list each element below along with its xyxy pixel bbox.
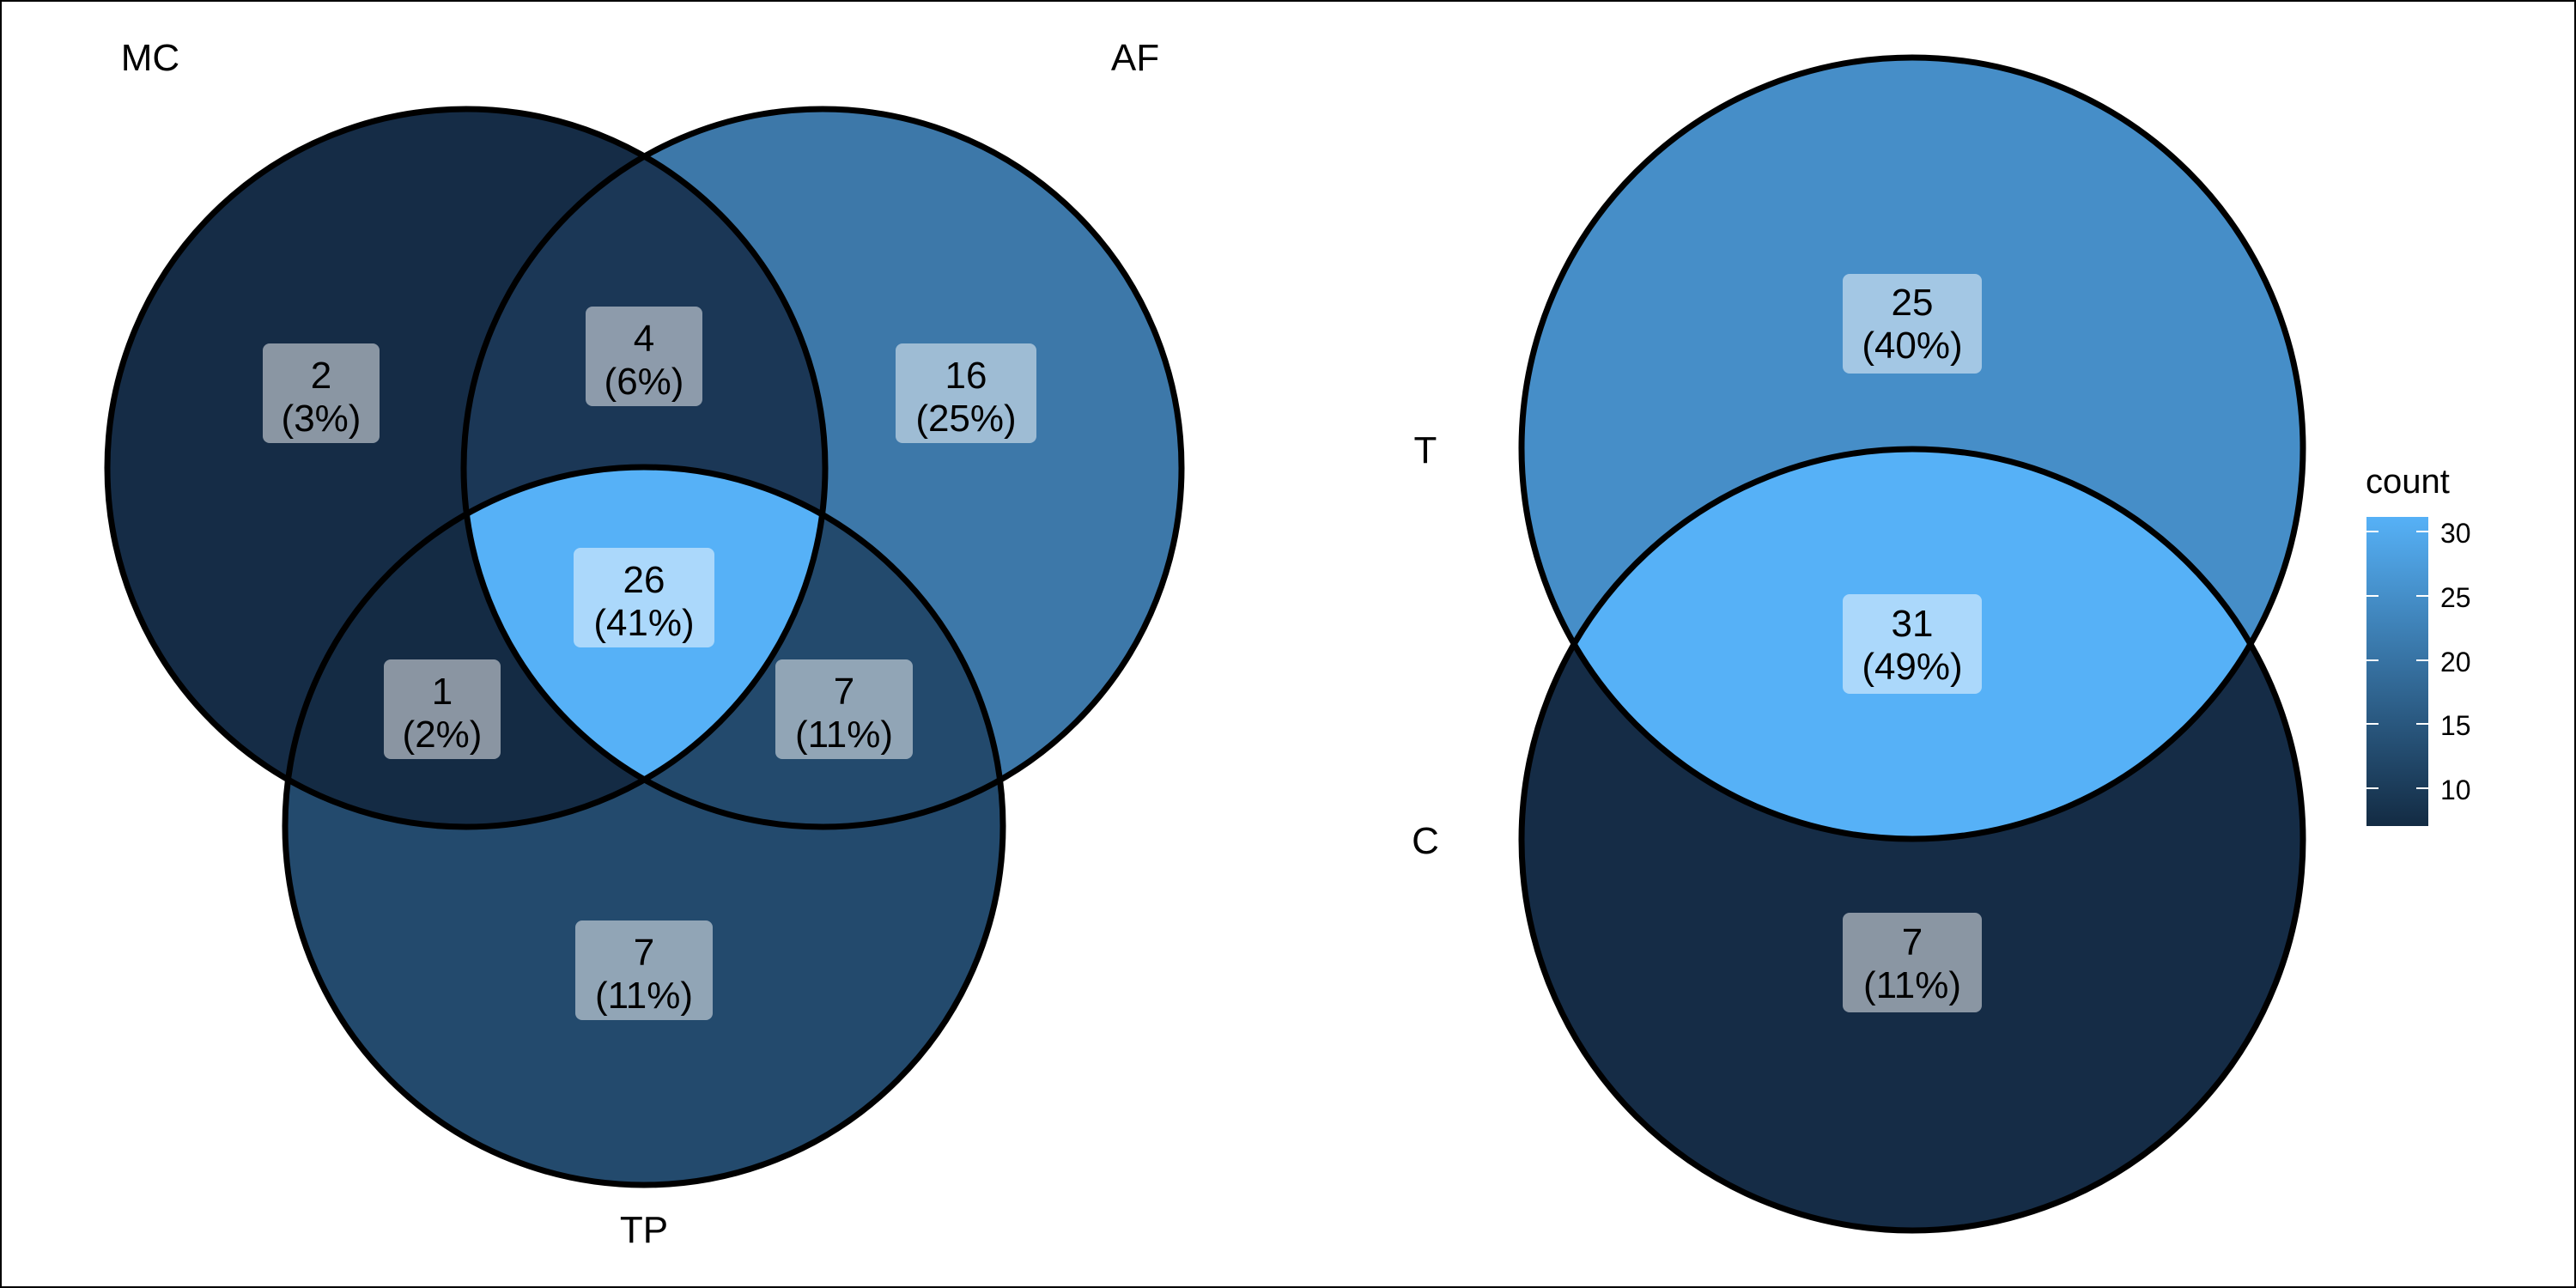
region-percent: (11%) <box>1863 964 1961 1006</box>
region-label-mc-tp: 1 (2%) <box>384 659 501 759</box>
circle-tp-outline <box>282 464 1006 1188</box>
region-count: 7 <box>834 671 854 713</box>
region-label-mc-only: 2 (3%) <box>263 343 380 443</box>
region-count: 31 <box>1892 603 1934 645</box>
region-count: 4 <box>634 318 654 360</box>
region-count: 25 <box>1892 282 1934 324</box>
region-percent: (6%) <box>605 361 684 403</box>
region-label-tp-only: 7 (11%) <box>575 920 713 1020</box>
region-count: 7 <box>1902 921 1923 963</box>
region-count: 16 <box>945 355 987 397</box>
region-count: 7 <box>634 932 654 974</box>
label-box <box>1843 274 1982 374</box>
label-box <box>575 920 713 1020</box>
circle-c-outline <box>1518 446 2306 1234</box>
label-box <box>586 307 702 406</box>
circle-t-outline <box>1518 54 2306 842</box>
label-box <box>384 659 501 759</box>
region-count: 1 <box>432 671 453 713</box>
legend-title: count <box>2366 463 2450 501</box>
venn2: T C 25 (40%) 31 (49%) 7 (11%) <box>1412 54 2306 1234</box>
region-label-t-c: 31 (49%) <box>1843 594 1982 694</box>
legend-tick-label: 10 <box>2440 775 2471 805</box>
region-label-af-tp: 7 (11%) <box>775 659 913 759</box>
region-label-t-only: 25 (40%) <box>1843 274 1982 374</box>
region-label-c-only: 7 (11%) <box>1843 913 1982 1012</box>
region-percent: (11%) <box>795 714 893 756</box>
region-count: 26 <box>623 559 665 601</box>
legend-tick-label: 15 <box>2440 710 2471 741</box>
label-box <box>1843 913 1982 1012</box>
label-box <box>263 343 380 443</box>
region-t-c <box>1522 449 2303 839</box>
legend-colorbar <box>2366 517 2428 826</box>
region-percent: (2%) <box>403 714 483 756</box>
region-percent: (25%) <box>915 398 1016 440</box>
color-legend: count 30 25 20 15 10 <box>2366 463 2471 826</box>
circle-mc-outline <box>104 106 829 830</box>
legend-tick-label: 30 <box>2440 518 2471 549</box>
region-percent: (3%) <box>282 398 361 440</box>
region-percent: (41%) <box>593 602 694 644</box>
label-box <box>775 659 913 759</box>
label-box <box>896 343 1036 443</box>
region-percent: (40%) <box>1862 325 1962 367</box>
legend-tick-label: 20 <box>2440 647 2471 677</box>
circle-af-outline <box>460 106 1185 830</box>
venn3: MC AF TP 2 (3%) 4 (6%) 16 (25%) 26 (41%)… <box>104 37 1185 1251</box>
legend-tick-label: 25 <box>2440 582 2471 613</box>
set-label-mc: MC <box>121 37 179 79</box>
set-label-af: AF <box>1111 37 1159 79</box>
region-label-af-only: 16 (25%) <box>896 343 1036 443</box>
set-label-t: T <box>1414 429 1437 471</box>
region-percent: (11%) <box>595 975 693 1017</box>
region-label-mc-af: 4 (6%) <box>586 307 702 406</box>
set-label-c: C <box>1412 820 1439 862</box>
legend-tick-marks <box>2366 531 2428 789</box>
label-box <box>1843 594 1982 694</box>
region-percent: (49%) <box>1862 646 1962 688</box>
set-label-tp: TP <box>620 1209 668 1251</box>
region-label-mc-af-tp: 26 (41%) <box>574 548 714 647</box>
label-box <box>574 548 714 647</box>
region-count: 2 <box>311 355 331 397</box>
